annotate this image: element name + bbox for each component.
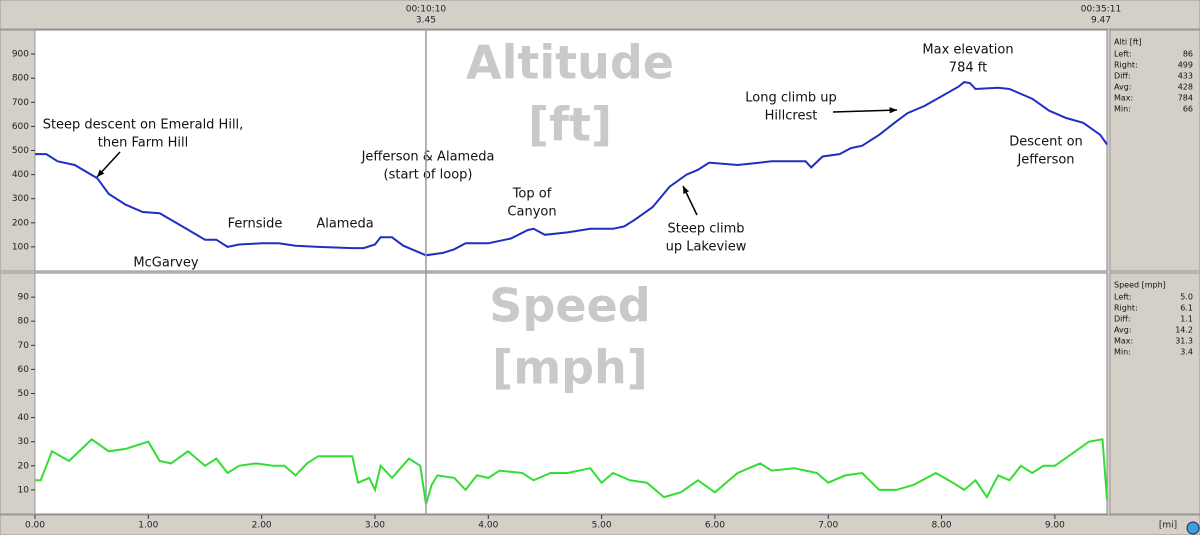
x-tick-label: 5.00 <box>592 521 612 531</box>
y-tick-label: 40 <box>18 413 30 423</box>
panel-unit: [ft] <box>528 98 612 152</box>
stats-label: Min: <box>1114 105 1131 114</box>
annotation: Max elevation <box>922 43 1013 58</box>
y-tick-label: 70 <box>18 341 30 351</box>
x-tick-label: 1.00 <box>138 521 158 531</box>
stats-label: Left: <box>1114 50 1132 59</box>
annotation: McGarvey <box>133 256 198 271</box>
stats-value: 428 <box>1178 83 1193 92</box>
arrow-head <box>683 186 690 194</box>
annotation: Steep climb <box>667 222 744 237</box>
y-tick-label: 500 <box>12 146 29 156</box>
x-axis-label: [mi] <box>1159 521 1177 531</box>
y-tick-label: 80 <box>18 317 30 327</box>
end-time: 00:35:11 <box>1081 5 1121 15</box>
y-tick-label: 100 <box>12 242 29 252</box>
stats-title: Speed [mph] <box>1114 281 1166 290</box>
annotation: Descent on <box>1009 135 1083 150</box>
panel-title: Speed <box>489 279 650 333</box>
top-bar <box>0 0 1200 30</box>
stats-label: Left: <box>1114 293 1132 302</box>
stats-panel <box>1109 272 1200 515</box>
x-tick-label: 7.00 <box>818 521 838 531</box>
y-tick-label: 300 <box>12 194 29 204</box>
cursor-time: 00:10:10 <box>406 5 447 15</box>
stats-value: 433 <box>1178 72 1193 81</box>
stats-label: Diff: <box>1114 315 1131 324</box>
stats-value: 6.1 <box>1180 304 1193 313</box>
y-tick-label: 30 <box>18 437 30 447</box>
y-tick-label: 200 <box>12 218 29 228</box>
panel-title: Altitude <box>466 36 674 90</box>
annotation: Long climb up <box>745 91 837 106</box>
stats-label: Max: <box>1114 94 1133 103</box>
arrow-head <box>889 107 897 114</box>
x-tick-label: 4.00 <box>478 521 498 531</box>
stats-label: Min: <box>1114 348 1131 357</box>
stats-panel <box>1109 29 1200 272</box>
x-tick-label: 2.00 <box>252 521 272 531</box>
annotation: Top of <box>512 187 552 202</box>
stats-value: 784 <box>1178 94 1193 103</box>
annotation: Canyon <box>507 205 556 220</box>
stats-value: 66 <box>1183 105 1193 114</box>
annotation: 784 ft <box>949 61 987 76</box>
stats-label: Avg: <box>1114 83 1132 92</box>
y-tick-label: 60 <box>18 365 30 375</box>
annotation-arrow <box>832 109 898 113</box>
x-tick-label: 8.00 <box>932 521 952 531</box>
panel-unit: [mph] <box>492 341 648 395</box>
annotation: (start of loop) <box>384 168 473 183</box>
y-tick-label: 900 <box>12 50 29 60</box>
stats-value: 5.0 <box>1180 293 1193 302</box>
annotation: Hillcrest <box>765 109 818 124</box>
y-tick-label: 400 <box>12 170 29 180</box>
stats-label: Diff: <box>1114 72 1131 81</box>
y-tick-label: 90 <box>18 293 30 303</box>
stats-label: Avg: <box>1114 326 1132 335</box>
stats-value: 1.1 <box>1180 315 1193 324</box>
x-tick-label: 9.00 <box>1045 521 1065 531</box>
annotation: up Lakeview <box>666 240 747 255</box>
plot-area <box>34 272 1108 515</box>
annotation: then Farm Hill <box>98 136 188 151</box>
x-tick-label: 0.00 <box>25 521 45 531</box>
stats-label: Max: <box>1114 337 1133 346</box>
stats-label: Right: <box>1114 304 1138 313</box>
annotation: Jefferson <box>1016 153 1074 168</box>
stats-title: Alti [ft] <box>1114 38 1142 47</box>
end-distance: 9.47 <box>1091 16 1111 26</box>
data-line <box>35 81 1108 257</box>
y-tick-label: 600 <box>12 122 29 132</box>
stats-value: 499 <box>1178 61 1193 70</box>
annotation: Steep descent on Emerald Hill, <box>43 118 244 133</box>
plot-area <box>34 29 1108 272</box>
stats-label: Right: <box>1114 61 1138 70</box>
annotation: Alameda <box>316 217 373 232</box>
stats-value: 14.2 <box>1175 326 1193 335</box>
y-tick-label: 700 <box>12 98 29 108</box>
x-tick-label: 6.00 <box>705 521 725 531</box>
arrow-head <box>97 169 105 177</box>
y-tick-label: 50 <box>18 389 30 399</box>
stats-value: 3.4 <box>1180 348 1193 357</box>
stats-value: 86 <box>1183 50 1193 59</box>
annotation: Jefferson & Alameda <box>361 150 495 165</box>
y-tick-label: 800 <box>12 74 29 84</box>
x-tick-label: 3.00 <box>365 521 385 531</box>
annotation: Fernside <box>228 217 283 232</box>
stats-value: 31.3 <box>1175 337 1193 346</box>
data-line <box>35 438 1108 505</box>
cursor-distance: 3.45 <box>416 16 436 26</box>
y-tick-label: 10 <box>18 485 30 495</box>
y-tick-label: 20 <box>18 461 30 471</box>
status-icon <box>1186 521 1200 535</box>
left-axis <box>0 29 36 272</box>
x-axis-bar <box>0 514 1200 535</box>
